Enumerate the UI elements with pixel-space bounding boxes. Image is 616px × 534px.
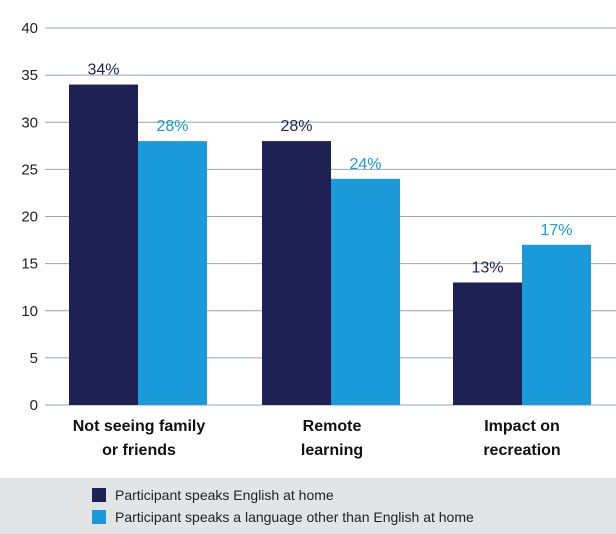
data-label-series1-cat2: 28%	[280, 118, 312, 135]
legend-swatch-other-language	[92, 510, 106, 524]
bars	[69, 84, 591, 406]
legend-item-other-language: Participant speaks a language other than…	[92, 507, 474, 527]
legend-label-other-language: Participant speaks a language other than…	[115, 509, 474, 525]
bar-series1-cat2	[262, 141, 331, 405]
y-tick-label-5: 5	[30, 350, 38, 367]
y-axis-ticks: 0 5 10 15 20 25 30 35 40	[21, 20, 38, 414]
bar-chart: 0 5 10 15 20 25 30 35 40 34% 28% 13% 28% 24% 17% Not …	[21, 20, 616, 459]
y-tick-label-25: 25	[21, 161, 38, 178]
y-tick-label-15: 15	[21, 256, 38, 273]
bar-series1-cat3	[453, 282, 522, 405]
y-tick-label-30: 30	[21, 114, 38, 131]
category-label-3-line1: Impact on	[484, 418, 560, 435]
bar-series2-cat1	[138, 141, 207, 405]
category-label-3-line2: recreation	[483, 442, 560, 459]
category-label-2-line1: Remote	[303, 418, 362, 435]
y-tick-label-35: 35	[21, 67, 38, 84]
y-tick-label-20: 20	[21, 209, 38, 226]
data-label-series1-cat3: 13%	[471, 259, 503, 276]
bar-series2-cat3	[522, 244, 591, 405]
category-label-1-line1: Not seeing family	[73, 418, 206, 435]
category-labels: Not seeing family or friends Remote learnin…	[73, 418, 561, 459]
bar-series1-cat1	[69, 84, 138, 406]
data-label-series2-cat2: 24%	[349, 156, 381, 173]
y-tick-label-40: 40	[21, 20, 38, 37]
category-label-2-line2: learning	[301, 442, 363, 459]
legend-label-english: Participant speaks English at home	[115, 487, 334, 503]
data-label-series2-cat3: 17%	[540, 222, 572, 239]
y-tick-label-10: 10	[21, 303, 38, 320]
bar-series2-cat2	[331, 178, 400, 405]
y-tick-label-0: 0	[30, 397, 38, 414]
data-label-series2-cat1: 28%	[156, 118, 188, 135]
data-labels: 34% 28% 13% 28% 24% 17%	[87, 62, 572, 277]
category-label-1-line2: or friends	[102, 442, 176, 459]
data-label-series1-cat1: 34%	[87, 62, 119, 79]
legend: Participant speaks English at home Parti…	[0, 478, 616, 534]
legend-item-english: Participant speaks English at home	[92, 485, 334, 505]
legend-swatch-english	[92, 488, 106, 502]
